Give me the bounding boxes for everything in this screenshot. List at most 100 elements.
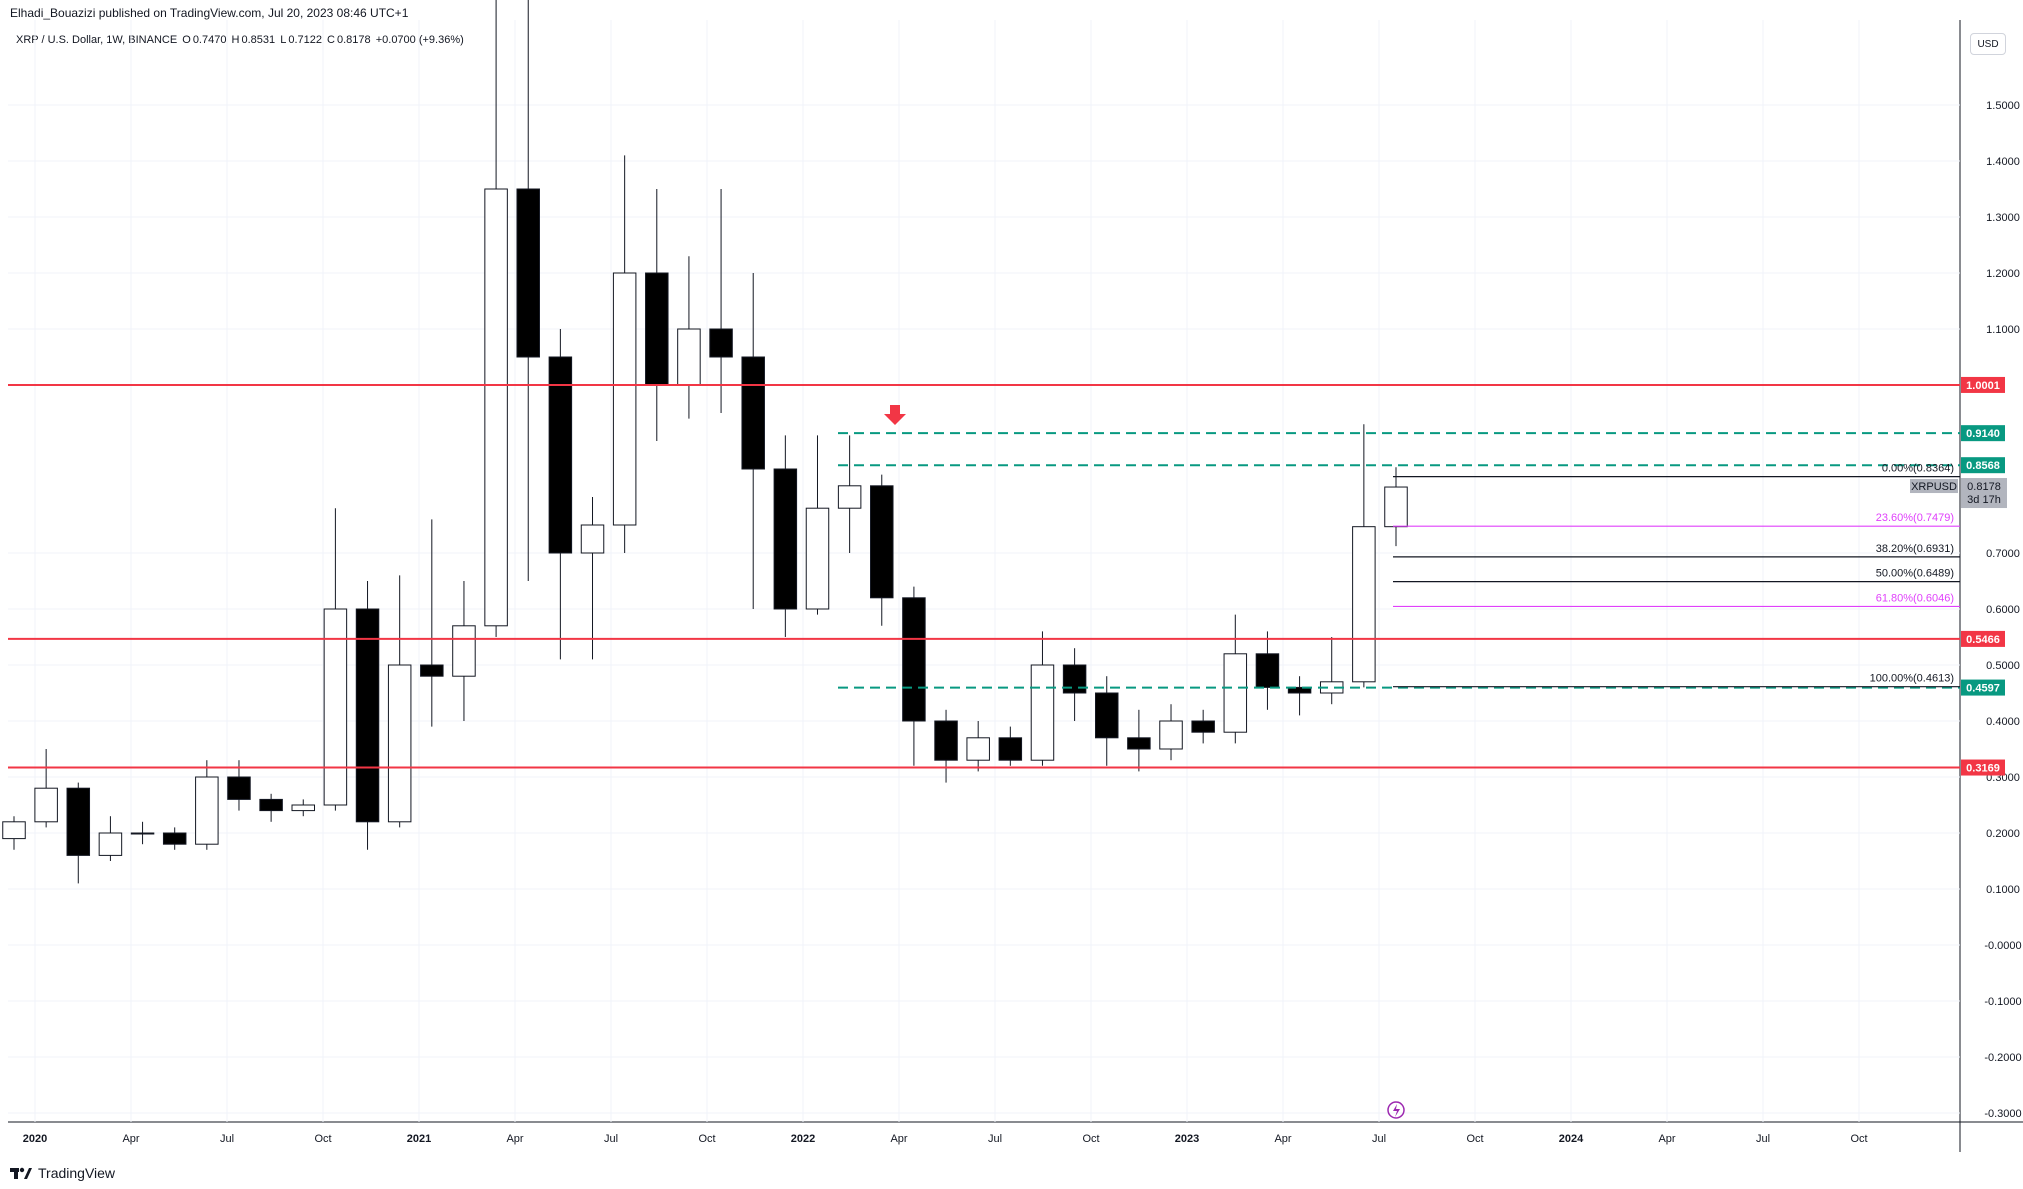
last-price-text: 0.8178	[1967, 481, 2001, 493]
candle-body	[805, 507, 830, 610]
candle-body	[34, 787, 58, 823]
candle-body	[1384, 486, 1408, 528]
candle-body	[420, 664, 444, 677]
time-tick-label: Oct	[1082, 1133, 1099, 1145]
flash-bolt-icon	[1393, 1104, 1400, 1117]
close-value: 0.8178	[337, 34, 371, 46]
last-price-badge	[1961, 478, 2007, 509]
countdown-text: 3d 17h	[1967, 494, 2001, 506]
time-tick-label: 2023	[1175, 1133, 1199, 1145]
candle-body	[1127, 737, 1151, 750]
price-tick-label: 0.4000	[1986, 716, 2020, 728]
candle-body	[709, 328, 733, 358]
candle-body	[291, 804, 316, 812]
price-level-badge	[1961, 679, 2005, 696]
fibonacci-level-label: 38.20%(0.6931)	[1876, 543, 1954, 555]
price-level-badge	[1961, 425, 2005, 442]
fibonacci-level-label: 100.00%(0.4613)	[1870, 673, 1954, 685]
candle-body	[452, 625, 476, 677]
candle-body	[1030, 664, 1055, 761]
candle-body	[195, 776, 219, 845]
tradingview-logo-icon	[10, 1167, 32, 1179]
time-tick-label: Jul	[1372, 1133, 1386, 1145]
candle-body	[548, 356, 573, 554]
candle-body	[837, 485, 862, 509]
time-tick-label: Jul	[604, 1133, 618, 1145]
candle-body	[966, 737, 990, 761]
open-value: 0.7470	[192, 34, 227, 46]
time-tick-label: Apr	[1274, 1133, 1291, 1145]
candle-body	[1062, 664, 1087, 694]
currency-button[interactable]: USD	[1970, 33, 2006, 55]
candle-body	[323, 608, 348, 806]
candle-body	[934, 720, 958, 761]
candle-body	[1287, 686, 1312, 694]
time-tick-label: 2024	[1559, 1133, 1584, 1145]
price-level-badge-text: 0.9140	[1966, 428, 2000, 440]
price-tick-label: 1.4000	[1986, 156, 2020, 168]
time-tick-label: 2021	[407, 1133, 431, 1145]
low-value: 0.7122	[288, 34, 322, 46]
brand-logo: TradingView	[10, 1165, 115, 1181]
price-tick-label: 0.7000	[1986, 548, 2020, 560]
symbol-name[interactable]: XRP / U.S. Dollar, 1W, BINANCE	[16, 34, 178, 46]
price-level-badge	[1961, 759, 2005, 776]
brand-name: TradingView	[38, 1165, 116, 1181]
price-tick-label: 1.2000	[1986, 268, 2020, 280]
time-tick-label: 2020	[23, 1133, 47, 1145]
candle-body	[1159, 720, 1183, 750]
fibonacci-level-label: 61.80%(0.6046)	[1876, 592, 1954, 604]
candle-body	[484, 188, 508, 627]
candle-body	[130, 832, 155, 835]
candle-body	[580, 524, 605, 554]
candle-body	[645, 272, 669, 386]
price-level-badge-text: 0.3169	[1966, 763, 2000, 775]
time-tick-label: Oct	[698, 1133, 715, 1145]
price-tick-label: 1.3000	[1986, 212, 2020, 224]
candle-body	[1352, 526, 1376, 683]
high-value: 0.8531	[241, 34, 276, 46]
time-tick-label: Apr	[506, 1133, 523, 1145]
candle-body	[516, 188, 540, 358]
candle-body	[902, 597, 926, 722]
time-tick-label: Jul	[1756, 1133, 1770, 1145]
time-tick-label: Jul	[988, 1133, 1002, 1145]
candle-body	[1255, 653, 1280, 688]
candle-body	[162, 832, 187, 845]
price-level-badge	[1961, 457, 2005, 474]
fibonacci-level-label: 0.00%(0.8364)	[1882, 463, 1954, 475]
time-tick-label: Jul	[220, 1133, 234, 1145]
price-tick-label: 0.1000	[1986, 884, 2020, 896]
price-tick-label: 1.1000	[1986, 324, 2020, 336]
price-level-badge-text: 0.4597	[1966, 683, 2000, 695]
price-level-badge-text: 1.0001	[1966, 380, 2000, 392]
symbol-badge-text: XRPUSD	[1911, 481, 1957, 493]
high-label: H	[231, 34, 240, 46]
time-tick-label: Apr	[1658, 1133, 1675, 1145]
time-tick-label: Apr	[122, 1133, 139, 1145]
candle-body	[1223, 653, 1248, 733]
flash-icon	[1387, 1101, 1405, 1119]
candle-body	[2, 821, 26, 840]
candle-body	[98, 832, 123, 856]
price-level-badge-text: 0.8568	[1966, 460, 2000, 472]
candle-body	[1191, 720, 1215, 733]
low-label: L	[280, 34, 287, 46]
candle-body	[387, 664, 412, 823]
candle-body	[870, 485, 894, 599]
price-tick-label: -0.0000	[1984, 940, 2021, 952]
price-level-badge	[1961, 630, 2005, 647]
candle-body	[677, 328, 701, 386]
candle-body	[998, 737, 1023, 761]
time-tick-label: Oct	[314, 1133, 331, 1145]
fibonacci-level-label: 50.00%(0.6489)	[1876, 568, 1954, 580]
candle-body	[773, 468, 798, 610]
symbol-legend: XRP / U.S. Dollar, 1W, BINANCE O 0.7470 H…	[16, 34, 466, 46]
time-tick-label: Apr	[890, 1133, 907, 1145]
price-tick-label: 0.5000	[1986, 660, 2020, 672]
price-tick-label: 1.5000	[1986, 100, 2020, 112]
price-tick-label: 0.2000	[1986, 828, 2020, 840]
candle-body	[741, 356, 765, 470]
change-value: +0.0700 (+9.36%)	[375, 34, 464, 46]
